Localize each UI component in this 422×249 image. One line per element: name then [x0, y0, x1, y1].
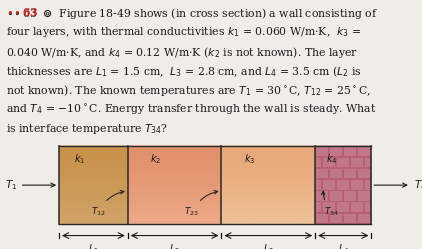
Text: and $T_4$ = $-$10$^\circ$C. Energy transfer through the wall is steady. What: and $T_4$ = $-$10$^\circ$C. Energy trans…: [6, 103, 376, 117]
Text: $T_{23}$: $T_{23}$: [184, 190, 218, 218]
Text: $L_1$: $L_1$: [88, 242, 99, 249]
Bar: [222, 146, 315, 224]
Text: $k_4$: $k_4$: [326, 153, 338, 166]
Bar: [323, 180, 335, 190]
Bar: [358, 146, 371, 156]
Bar: [337, 180, 349, 190]
Text: thicknesses are $L_1$ = 1.5 cm,  $L_3$ = 2.8 cm, and $L_4$ = 3.5 cm ($L_2$ is: thicknesses are $L_1$ = 1.5 cm, $L_3$ = …: [6, 64, 362, 78]
Bar: [365, 180, 371, 190]
Bar: [315, 158, 321, 167]
Text: $L_3$: $L_3$: [263, 242, 274, 249]
Text: $\bullet\!\bullet$63: $\bullet\!\bullet$63: [6, 6, 39, 18]
Bar: [323, 158, 335, 167]
Bar: [222, 146, 315, 224]
Bar: [128, 146, 222, 224]
Text: $k_2$: $k_2$: [150, 153, 162, 166]
Bar: [365, 158, 371, 167]
Bar: [315, 146, 371, 224]
Bar: [358, 191, 371, 201]
Text: is interface temperature $T_{34}$?: is interface temperature $T_{34}$?: [6, 122, 168, 136]
Bar: [344, 146, 357, 156]
Bar: [323, 202, 335, 212]
Bar: [316, 146, 328, 156]
Bar: [315, 180, 321, 190]
Bar: [351, 158, 363, 167]
Bar: [351, 202, 363, 212]
Bar: [344, 191, 357, 201]
Bar: [337, 158, 349, 167]
Bar: [344, 169, 357, 178]
Bar: [358, 214, 371, 223]
Bar: [358, 169, 371, 178]
Bar: [59, 146, 128, 224]
Text: $T_4$: $T_4$: [374, 178, 422, 192]
Bar: [330, 191, 342, 201]
Bar: [128, 146, 222, 224]
Bar: [316, 191, 328, 201]
Bar: [315, 146, 371, 224]
Text: $L_4$: $L_4$: [338, 242, 349, 249]
Text: $T_{12}$: $T_{12}$: [91, 190, 124, 218]
Bar: [315, 202, 321, 212]
Bar: [330, 146, 342, 156]
Text: $L_2$: $L_2$: [169, 242, 180, 249]
Bar: [316, 214, 328, 223]
Bar: [315, 146, 371, 224]
Text: 0.040 W/m$\cdot$K, and $k_4$ = 0.12 W/m$\cdot$K ($k_2$ is not known). The layer: 0.040 W/m$\cdot$K, and $k_4$ = 0.12 W/m$…: [6, 45, 358, 60]
Bar: [330, 214, 342, 223]
Text: not known). The known temperatures are $T_1$ = 30$^\circ$C, $T_{12}$ = 25$^\circ: not known). The known temperatures are $…: [6, 83, 371, 98]
Text: $\bullet\!\bullet$63  $\mathbf{\circledcirc}$  Figure 18-49 shows (in cross sect: $\bullet\!\bullet$63 $\mathbf{\circledci…: [6, 6, 378, 21]
Bar: [316, 169, 328, 178]
Bar: [337, 202, 349, 212]
Bar: [365, 202, 371, 212]
Bar: [344, 214, 357, 223]
Bar: [351, 180, 363, 190]
Bar: [330, 169, 342, 178]
Text: $k_1$: $k_1$: [74, 153, 85, 166]
Text: $T_1$: $T_1$: [5, 178, 55, 192]
Text: four layers, with thermal conductivities $k_1$ = 0.060 W/m$\cdot$K,  $k_3$ =: four layers, with thermal conductivities…: [6, 25, 362, 39]
Text: $k_3$: $k_3$: [244, 153, 255, 166]
Bar: [59, 146, 128, 224]
Text: $T_{34}$: $T_{34}$: [321, 191, 340, 218]
